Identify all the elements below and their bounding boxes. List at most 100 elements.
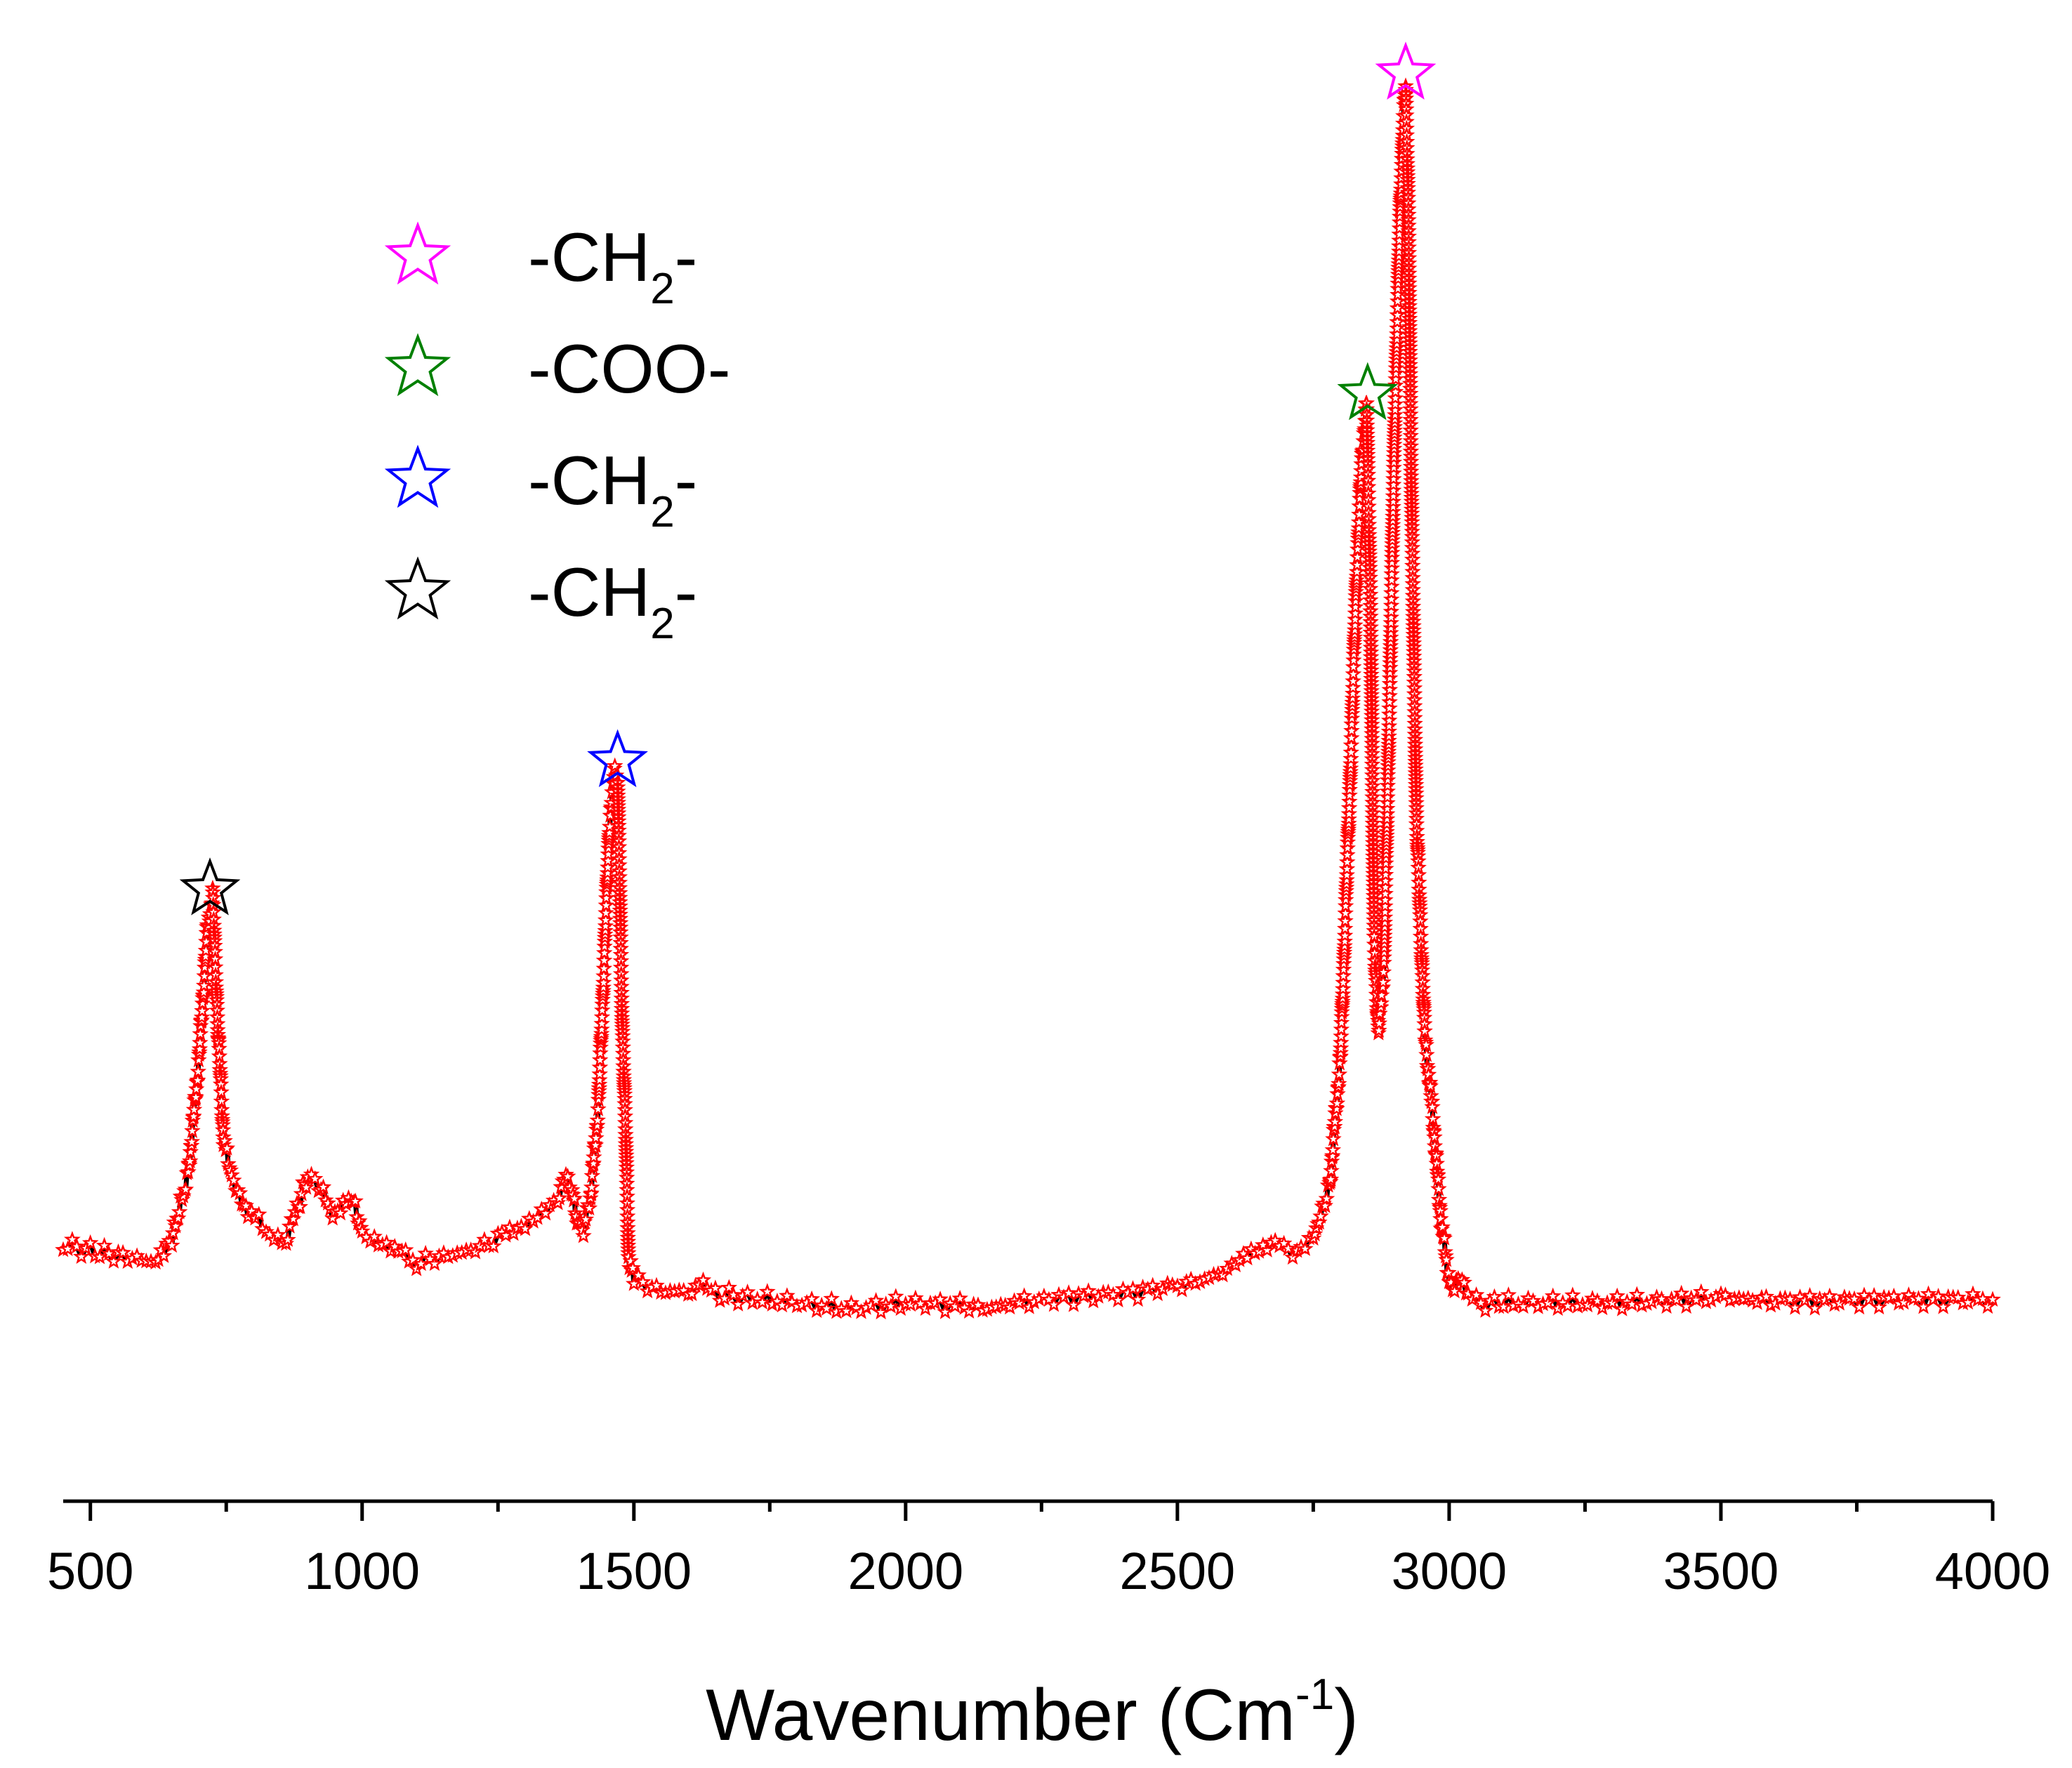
data-point-marker bbox=[1381, 675, 1399, 692]
data-point-marker bbox=[597, 922, 614, 938]
data-point-marker bbox=[774, 1296, 791, 1313]
data-point-marker bbox=[1381, 699, 1398, 715]
data-point-marker bbox=[1383, 597, 1400, 613]
data-point-marker bbox=[1390, 237, 1408, 253]
data-point-marker bbox=[1960, 1293, 1977, 1310]
plot-area bbox=[55, 41, 2001, 1320]
data-point-marker bbox=[250, 1206, 268, 1222]
data-point-marker bbox=[1344, 690, 1361, 706]
data-point-marker bbox=[1383, 624, 1399, 640]
data-point-marker bbox=[1337, 891, 1354, 907]
data-point-marker bbox=[937, 1303, 953, 1319]
data-point-marker bbox=[1332, 1044, 1350, 1060]
data-point-marker bbox=[1387, 395, 1404, 412]
data-point-marker bbox=[216, 1132, 233, 1149]
data-point-marker bbox=[1144, 1276, 1161, 1293]
data-point-marker bbox=[1383, 572, 1400, 588]
data-point-marker bbox=[1377, 885, 1394, 902]
data-point-marker bbox=[1065, 1296, 1082, 1312]
data-point-marker bbox=[279, 1231, 296, 1247]
data-point-marker bbox=[1378, 800, 1396, 816]
data-point-marker bbox=[779, 1287, 796, 1303]
data-point-marker bbox=[537, 1204, 554, 1221]
data-point-marker bbox=[269, 1226, 286, 1242]
data-point-marker bbox=[1544, 1287, 1562, 1304]
legend-star-icon bbox=[384, 221, 451, 285]
data-point-marker bbox=[195, 977, 213, 993]
data-point-marker bbox=[595, 979, 612, 995]
data-point-marker bbox=[1383, 619, 1399, 635]
data-point-marker bbox=[1385, 476, 1402, 492]
data-point-marker bbox=[1377, 897, 1394, 913]
data-point-marker bbox=[1045, 1295, 1062, 1312]
data-point-marker bbox=[1383, 578, 1400, 594]
data-point-marker bbox=[932, 1291, 949, 1307]
data-point-marker bbox=[1781, 1291, 1799, 1307]
data-point-marker bbox=[1692, 1283, 1710, 1300]
data-point-marker bbox=[1609, 1287, 1625, 1304]
data-point-marker bbox=[599, 864, 616, 880]
data-point-marker bbox=[1387, 389, 1404, 406]
data-point-marker bbox=[114, 1243, 131, 1260]
data-point-marker bbox=[823, 1290, 840, 1306]
data-point-marker bbox=[1984, 1291, 2001, 1307]
data-point-marker bbox=[951, 1290, 968, 1306]
data-point-marker bbox=[1390, 280, 1406, 296]
data-point-marker bbox=[1500, 1286, 1517, 1302]
data-point-marker bbox=[190, 1063, 207, 1079]
data-point-marker bbox=[1385, 449, 1403, 465]
legend-label: -CH2- bbox=[528, 553, 697, 648]
legend-star-icon bbox=[384, 333, 451, 397]
data-point-marker bbox=[183, 1133, 201, 1149]
data-point-marker bbox=[366, 1228, 383, 1244]
data-point-marker bbox=[575, 1227, 592, 1243]
data-point-marker bbox=[91, 1248, 108, 1265]
data-point-marker bbox=[501, 1218, 518, 1235]
data-point-marker bbox=[68, 1237, 86, 1254]
data-point-marker bbox=[1336, 932, 1354, 949]
spectrum-line bbox=[62, 84, 1995, 1315]
data-point-marker bbox=[1387, 364, 1404, 381]
data-point-marker bbox=[707, 1279, 724, 1295]
data-point-marker bbox=[1379, 766, 1397, 783]
data-point-marker bbox=[1390, 247, 1408, 264]
data-point-marker bbox=[1851, 1298, 1868, 1315]
data-point-marker bbox=[1331, 1075, 1347, 1091]
data-point-marker bbox=[1325, 1130, 1342, 1147]
data-point-marker bbox=[634, 1273, 652, 1289]
data-point-marker bbox=[1387, 370, 1404, 387]
data-point-marker bbox=[1486, 1288, 1503, 1305]
data-point-marker bbox=[1380, 723, 1398, 739]
data-point-marker bbox=[1347, 598, 1364, 614]
data-point-marker bbox=[593, 1001, 611, 1018]
data-point-marker bbox=[218, 1140, 236, 1156]
x-tick-label: 4000 bbox=[1935, 1542, 2051, 1600]
data-point-marker bbox=[1934, 1298, 1952, 1314]
data-point-marker bbox=[1333, 1014, 1350, 1030]
data-point-marker bbox=[1806, 1300, 1823, 1316]
data-point-marker bbox=[1378, 805, 1396, 822]
data-point-marker bbox=[1757, 1288, 1775, 1304]
data-point-marker bbox=[1375, 963, 1392, 979]
data-point-marker bbox=[1379, 777, 1397, 793]
data-point-marker bbox=[622, 1252, 639, 1269]
data-point-marker bbox=[1335, 961, 1352, 977]
data-point-marker bbox=[1786, 1299, 1804, 1315]
data-point-marker bbox=[1379, 794, 1396, 810]
data-point-marker bbox=[1338, 871, 1355, 888]
data-point-marker bbox=[1341, 781, 1359, 797]
data-point-marker bbox=[1383, 554, 1401, 570]
data-point-marker bbox=[164, 1224, 182, 1241]
data-point-marker bbox=[1387, 359, 1405, 376]
data-point-marker bbox=[1564, 1286, 1581, 1302]
data-point-marker bbox=[1383, 584, 1400, 600]
data-point-marker bbox=[1340, 805, 1358, 822]
data-point-marker bbox=[867, 1292, 885, 1308]
data-point-marker bbox=[725, 1286, 742, 1302]
data-point-marker bbox=[624, 1259, 642, 1276]
data-point-marker bbox=[1312, 1208, 1329, 1224]
data-point-marker bbox=[185, 1101, 203, 1117]
data-point-marker bbox=[1628, 1286, 1646, 1302]
data-point-marker bbox=[1381, 681, 1399, 697]
